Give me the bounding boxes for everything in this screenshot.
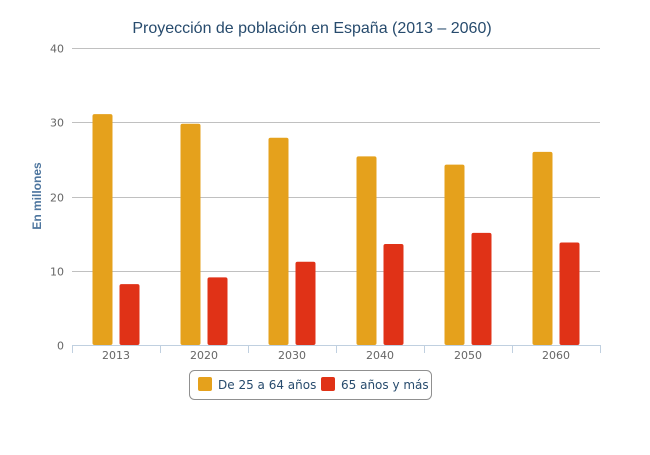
x-tick-label: 2013 <box>102 349 130 362</box>
legend-swatch-series-2 <box>321 377 335 391</box>
bar-series-1-2020[interactable] <box>180 123 201 345</box>
y-tick-label: 20 <box>50 192 64 205</box>
legend-box <box>189 370 432 400</box>
chart-title: Proyección de población en España (2013 … <box>132 20 491 37</box>
y-tick-label: 0 <box>57 340 64 353</box>
bar-series-1-2013[interactable] <box>92 114 113 345</box>
bar-series-2-2060[interactable] <box>559 242 580 346</box>
x-tick-label: 2060 <box>542 349 570 362</box>
bar-series-1-2040[interactable] <box>356 156 377 345</box>
legend: De 25 a 64 años 65 años y más <box>189 370 432 400</box>
bar-series-1-2050[interactable] <box>444 164 465 345</box>
x-tick-label: 2020 <box>190 349 218 362</box>
bar-series-2-2020[interactable] <box>207 277 228 345</box>
bar-series-2-2030[interactable] <box>295 261 316 345</box>
legend-swatch-series-1 <box>198 377 212 391</box>
y-tick-label: 30 <box>50 117 64 130</box>
y-axis-ticks: 0 10 20 30 40 <box>50 43 64 353</box>
bar-series-2-2013[interactable] <box>119 284 140 345</box>
bar-series-1-2030[interactable] <box>268 137 289 345</box>
legend-label-series-1: De 25 a 64 años <box>218 378 316 392</box>
legend-item-series-2[interactable]: 65 años y más <box>321 377 429 392</box>
bars <box>92 114 580 346</box>
bar-series-2-2040[interactable] <box>383 244 404 345</box>
x-tick-label: 2050 <box>454 349 482 362</box>
x-tick-label: 2040 <box>366 349 394 362</box>
bar-series-1-2060[interactable] <box>532 151 553 345</box>
y-tick-label: 10 <box>50 266 64 279</box>
legend-label-series-2: 65 años y más <box>341 378 429 392</box>
y-tick-label: 40 <box>50 43 64 56</box>
x-tick-label: 2030 <box>278 349 306 362</box>
gridlines <box>72 48 600 272</box>
y-axis-label: En millones <box>30 162 44 230</box>
bar-series-2-2050[interactable] <box>471 232 492 345</box>
legend-item-series-1[interactable]: De 25 a 64 años <box>198 377 316 392</box>
x-axis-ticks: 2013 2020 2030 2040 2050 2060 <box>72 345 601 362</box>
